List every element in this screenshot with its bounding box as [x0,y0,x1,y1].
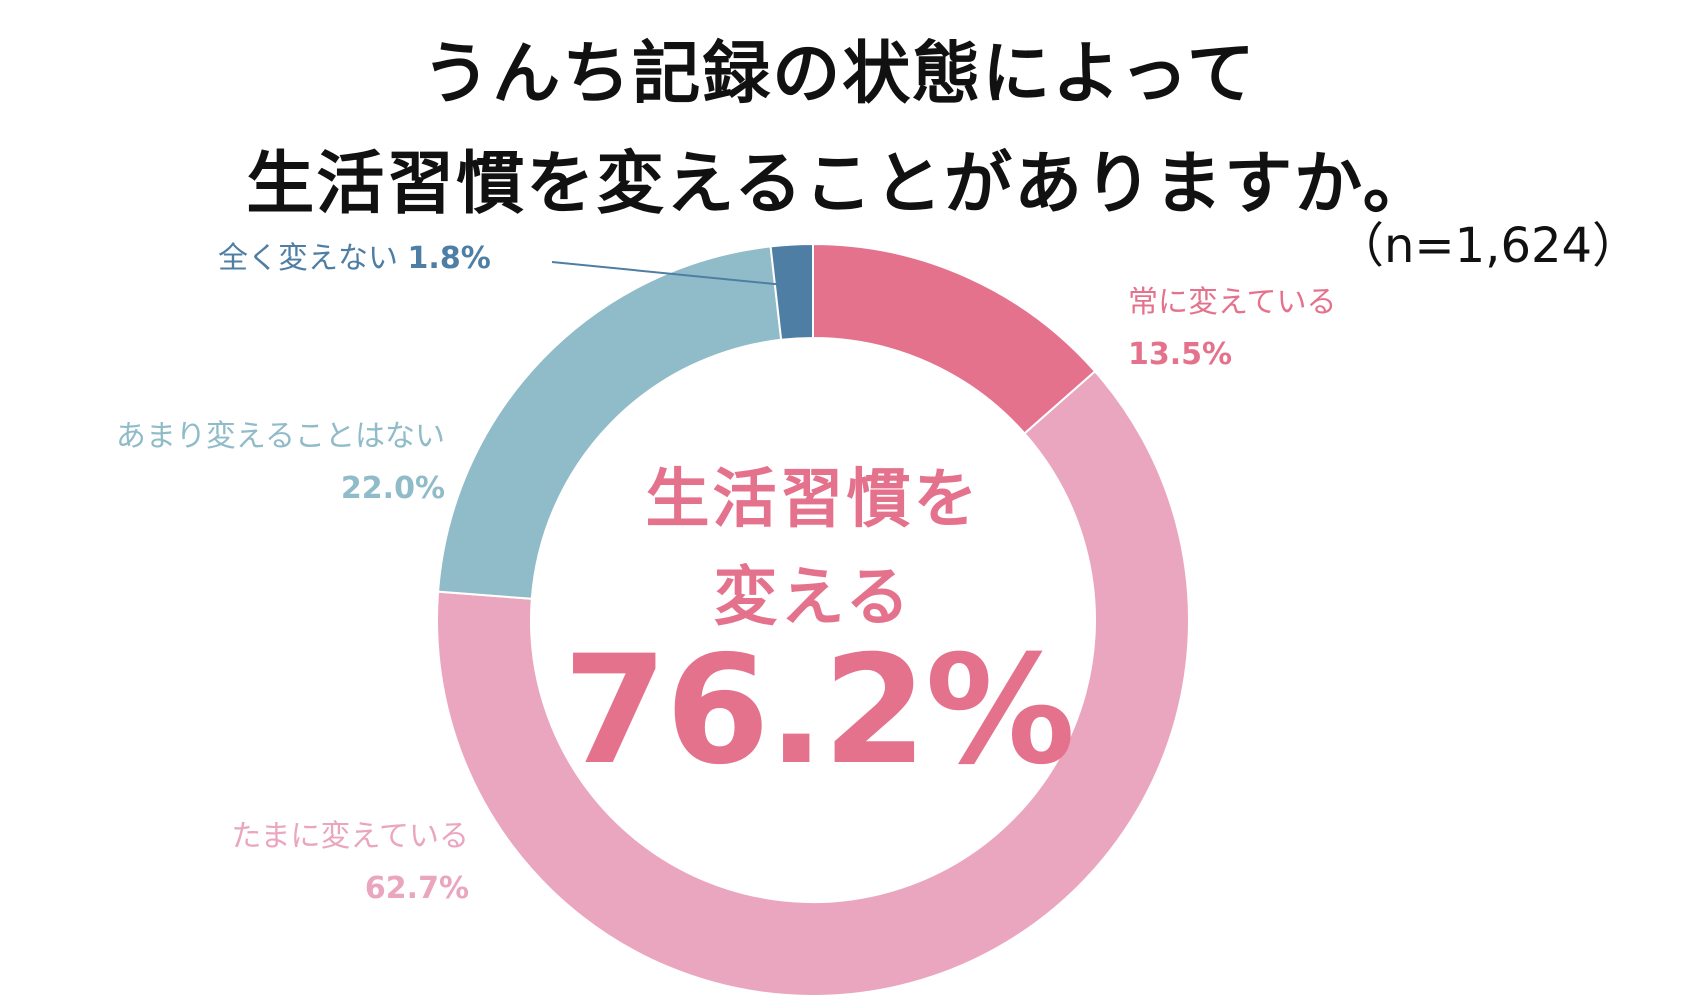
slice-label-always: 常に変えている [1128,285,1337,320]
slice-value-always: 13.5% [1128,337,1233,372]
slice-label-rarely: あまり変えることはない [115,419,445,454]
slice-label-never-text: 全く変えない [218,241,398,276]
slice-value-never: 1.8% [407,241,491,276]
slice-rarely [436,245,783,600]
center-caption-line-1: 生活習慣を [645,463,981,537]
slice-value-rarely: 22.0% [340,471,445,506]
leader-line-never [551,261,796,287]
chart-title-line-1: うんち記録の状態によって [422,35,1257,114]
chart-title-line-2: 生活習慣を変えることがありますか。 [246,145,1433,224]
slice-never [769,242,814,341]
sample-size-note: （n=1,624） [1336,218,1641,274]
slice-value-sometimes: 62.7% [364,871,469,906]
slice-sometimes [436,369,1190,996]
slice-label-sometimes: たまに変えている [231,819,469,854]
slice-label-never: 全く変えない 1.8% [218,244,491,274]
center-total-value: 76.2% [563,624,1075,798]
center-caption-line-2: 変える [713,561,913,635]
slice-always [812,242,1097,435]
